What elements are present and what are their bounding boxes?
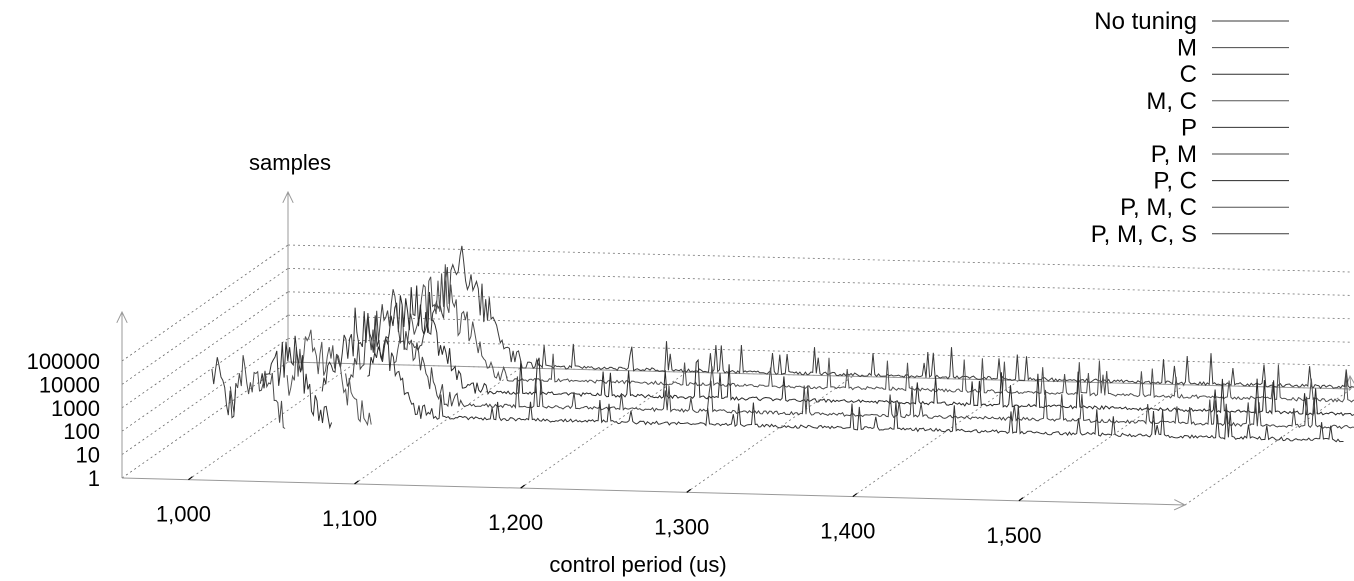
x-tick-mark — [686, 488, 692, 493]
series-line-6 — [345, 289, 1354, 430]
z-tick-label: 10000 — [39, 372, 100, 397]
grid-line-left-wall — [121, 244, 289, 362]
z-axis-back-head — [282, 190, 294, 204]
grid-line-left-wall — [121, 314, 289, 432]
grid-line-floor — [1018, 384, 1186, 502]
z-axis-front-head — [116, 310, 128, 324]
grid-line-back-wall — [287, 291, 1352, 320]
grid-line-floor — [520, 371, 687, 489]
x-axis-front — [121, 477, 1186, 506]
grid-line-left-wall — [121, 268, 289, 385]
x-tick-mark — [188, 476, 193, 481]
x-axis-label: control period (us) — [549, 552, 726, 577]
grid-line-back-wall — [287, 314, 1352, 343]
z-tick-label: 1000 — [51, 396, 100, 421]
grid-line-floor — [686, 376, 853, 493]
label-layer: samples control period (us) — [249, 150, 727, 577]
x-tick-mark — [354, 480, 359, 485]
series-line-2 — [229, 355, 286, 429]
x-tick-mark — [852, 493, 858, 498]
series-line-9 — [412, 245, 1354, 390]
grid-line-back-wall — [287, 268, 1352, 296]
grid-line-left-wall — [121, 361, 289, 479]
legend-label: C — [1180, 61, 1197, 88]
x-tick-label: 1,400 — [820, 519, 875, 544]
legend-label: M, C — [1146, 88, 1197, 115]
z-tick-label: 100000 — [27, 349, 100, 374]
x-tick-label: 1,100 — [322, 506, 377, 531]
legend-label: P, C — [1153, 168, 1197, 195]
legend-label: P, M, C, S — [1091, 221, 1197, 248]
grid-line-floor — [852, 380, 1020, 497]
legend-label: No tuning — [1094, 8, 1197, 35]
x-tick-label: 1,500 — [986, 523, 1041, 548]
series-layer — [211, 245, 1354, 443]
grid-line-left-wall — [121, 338, 289, 455]
x-axis-front-head — [1173, 499, 1187, 511]
x-tick-label: 1,000 — [156, 502, 211, 527]
x-tick-label: 1,300 — [654, 514, 709, 539]
z-tick-label: 10 — [76, 443, 100, 468]
x-tick-label: 1,200 — [488, 510, 543, 535]
grid-line-back-wall — [287, 338, 1352, 366]
grid-line-floor — [1184, 388, 1352, 506]
legend-label: P — [1181, 114, 1197, 141]
z-axis-label: samples — [249, 150, 331, 175]
series-line-8 — [393, 264, 1354, 403]
z-tick-label: 100 — [63, 419, 100, 444]
series-line-5 — [321, 307, 1344, 443]
x-tick-mark — [520, 484, 525, 489]
grid-line-floor — [188, 363, 355, 481]
legend-label: P, M, C — [1120, 194, 1197, 221]
grid-line-back-wall — [287, 244, 1352, 273]
x-tick-mark — [1018, 497, 1024, 502]
series-line-3 — [259, 335, 333, 430]
z-tick-label: 1 — [88, 466, 100, 491]
grid-line-left-wall — [121, 291, 289, 409]
legend-label: P, M — [1151, 141, 1197, 168]
series-line-1 — [211, 357, 237, 419]
legend-label: M — [1177, 35, 1197, 62]
x-axis-back — [287, 361, 1352, 390]
grid-line-floor — [354, 367, 521, 485]
